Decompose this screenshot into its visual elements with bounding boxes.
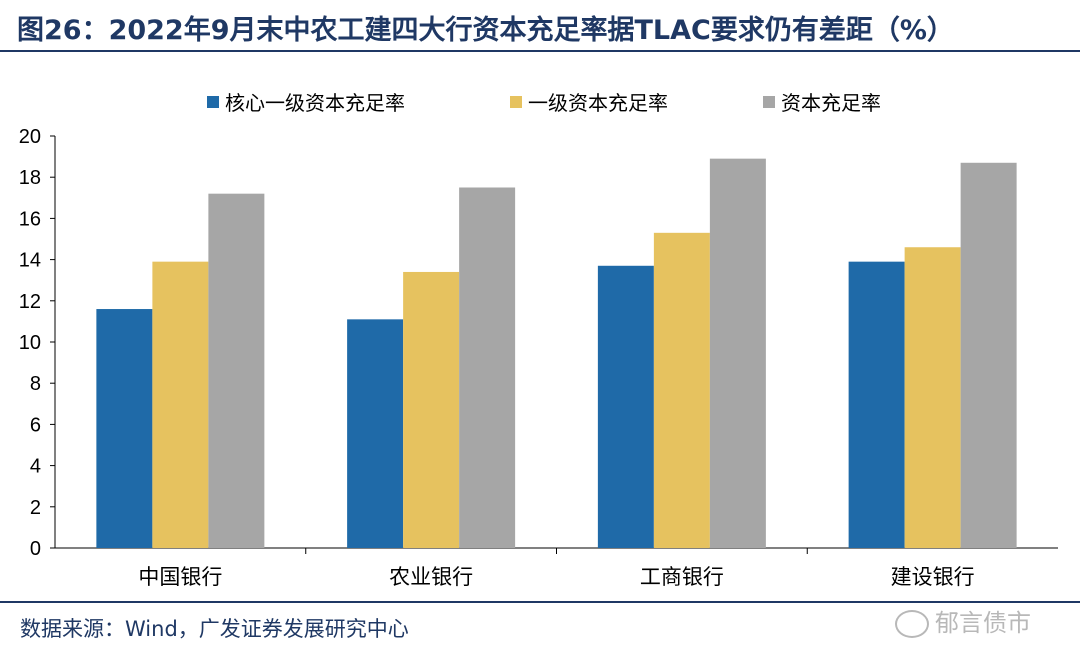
y-tick-label: 16 <box>19 208 41 230</box>
bar <box>597 265 654 548</box>
legend-swatch <box>510 96 522 108</box>
title-rule <box>0 50 1080 52</box>
bar <box>208 193 265 548</box>
x-tick-label: 农业银行 <box>389 565 473 589</box>
x-tick-label: 建设银行 <box>891 565 975 589</box>
bar <box>152 261 209 548</box>
y-tick-label: 8 <box>30 373 41 395</box>
y-tick-label: 6 <box>30 414 41 436</box>
bar <box>960 162 1017 548</box>
legend-label: 核心一级资本充足率 <box>225 91 405 115</box>
chart-title: 图26：2022年9月末中农工建四大行资本充足率据TLAC要求仍有差距（%） <box>17 15 954 46</box>
y-tick-label: 4 <box>30 456 41 478</box>
bar <box>904 247 961 549</box>
x-tick-label: 工商银行 <box>640 565 724 589</box>
legend-label: 资本充足率 <box>781 91 881 115</box>
x-tick-label: 中国银行 <box>138 565 222 589</box>
legend-swatch <box>207 96 219 108</box>
y-tick-label: 18 <box>19 167 41 189</box>
y-tick-label: 0 <box>30 538 41 560</box>
bar <box>653 232 710 548</box>
source-rule <box>0 601 1080 603</box>
y-tick-label: 14 <box>19 250 41 272</box>
watermark: 郁言债市 <box>895 603 1031 638</box>
bar <box>709 158 766 548</box>
bar-chart: 0 2 4 6 8 10 12 14 16 18 20 中国银行 农业银行 工商银行 建设银行 核心一级资本充… <box>19 91 1058 589</box>
bar <box>96 309 153 548</box>
y-tick-label: 10 <box>19 332 41 354</box>
bar <box>347 319 404 548</box>
legend-label: 一级资本充足率 <box>528 91 668 115</box>
bar <box>403 271 460 548</box>
watermark-text: 郁言债市 <box>935 609 1031 637</box>
y-tick-label: 20 <box>19 126 41 148</box>
source-note: 数据来源：Wind，广发证券发展研究中心 <box>20 617 409 641</box>
y-tick-label: 2 <box>30 497 41 519</box>
bar <box>459 187 516 548</box>
wechat-icon <box>895 610 929 638</box>
y-tick-label: 12 <box>19 291 41 313</box>
bar <box>848 261 905 548</box>
legend-swatch <box>763 96 775 108</box>
